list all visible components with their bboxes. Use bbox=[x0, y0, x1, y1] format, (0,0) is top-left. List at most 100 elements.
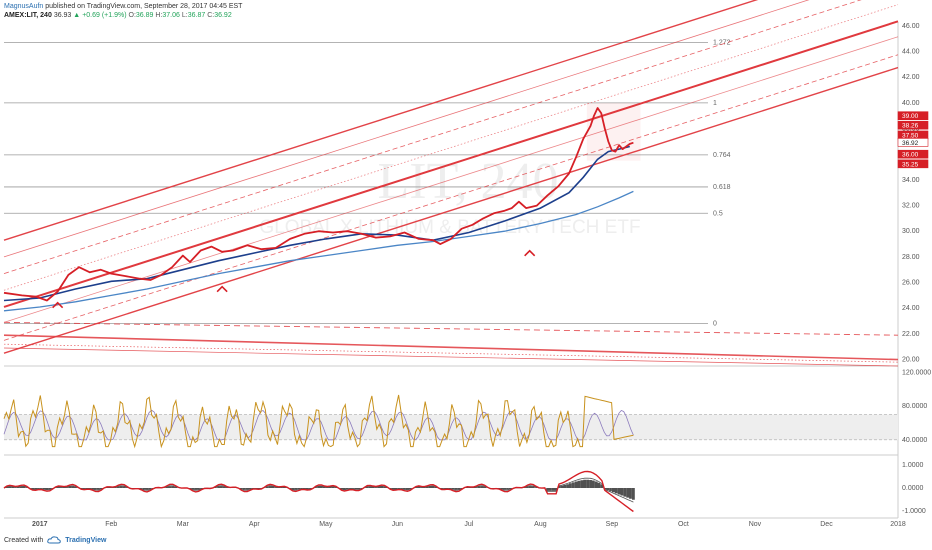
price-label-text: 38.26 bbox=[902, 123, 919, 130]
rsi-tick-label: 80.0000 bbox=[902, 403, 927, 410]
open-key: O: bbox=[128, 12, 136, 19]
price-tick-label: 24.00 bbox=[902, 305, 920, 312]
symbol-legend: AMEX:LIT, 240 36.93 ▲ +0.69 (+1.9%) O:36… bbox=[4, 11, 242, 20]
time-tick-label: Aug bbox=[534, 521, 547, 528]
rsi-band bbox=[4, 414, 898, 440]
channel-line bbox=[3, 66, 899, 354]
low-key: L: bbox=[181, 12, 188, 19]
price-label-box bbox=[897, 138, 929, 147]
price-axis[interactable]: 46.0044.0042.0040.0038.0036.0034.0032.00… bbox=[897, 23, 929, 364]
slow-moving-average-line bbox=[3, 190, 634, 312]
publish-info: MagnusAufn published on TradingView.com,… bbox=[4, 2, 242, 11]
fib-label: 0.618 bbox=[713, 184, 731, 191]
time-tick-label: Sep bbox=[606, 521, 619, 528]
price-tick-label: 20.00 bbox=[902, 357, 920, 364]
channel-line bbox=[3, 0, 862, 274]
price-tick-label: 32.00 bbox=[902, 203, 920, 210]
created-with-text: Created with bbox=[4, 536, 44, 544]
price-label-box bbox=[897, 120, 929, 130]
price-tick-label: 22.00 bbox=[902, 331, 920, 338]
publish-text: published on TradingView.com, September … bbox=[45, 3, 243, 10]
price-tick-label: 26.00 bbox=[902, 280, 920, 287]
pane-frames bbox=[4, 22, 899, 519]
rsi-tick-label: 40.0000 bbox=[902, 437, 927, 444]
time-tick-label: Feb bbox=[105, 521, 117, 528]
channel-line bbox=[3, 20, 899, 308]
macd-line bbox=[3, 470, 634, 513]
author-link[interactable]: MagnusAufn bbox=[4, 3, 44, 10]
fib-label: 1.272 bbox=[713, 40, 731, 47]
lower-channel-line bbox=[3, 347, 899, 367]
channel-line bbox=[3, 0, 810, 258]
channel-line bbox=[3, 4, 899, 291]
rsi-pane: 120.0000 80.0000 40.0000 bbox=[3, 369, 931, 449]
channel-line bbox=[3, 0, 759, 241]
time-tick-label: Oct bbox=[678, 521, 689, 528]
chart-header: MagnusAufn published on TradingView.com,… bbox=[4, 2, 242, 20]
open-value: 36.89 bbox=[135, 12, 154, 19]
low-value: 36.87 bbox=[187, 12, 206, 19]
price-tick-label: 46.00 bbox=[902, 23, 920, 30]
time-tick-label: Nov bbox=[749, 521, 762, 528]
price-line bbox=[3, 107, 634, 302]
watermark: LIT, 240 GLOBAL X LITHIUM & BATTERY TECH… bbox=[259, 153, 640, 238]
price-tick-label: 40.00 bbox=[902, 100, 920, 107]
close-value: 36.92 bbox=[214, 12, 232, 19]
time-tick-label: Mar bbox=[177, 521, 190, 528]
price-label-text: 36.92 bbox=[902, 140, 919, 147]
macd-tick-label: 0.0000 bbox=[902, 485, 924, 492]
price-tick-label: 34.00 bbox=[902, 177, 920, 184]
macd-tick-label: -1.0000 bbox=[902, 508, 926, 515]
fib-label: 0 bbox=[713, 321, 717, 328]
footer: Created with TradingView bbox=[4, 536, 106, 544]
time-tick-label: Apr bbox=[249, 521, 261, 528]
pivot-low-marker bbox=[52, 301, 64, 309]
tradingview-logo-icon bbox=[47, 536, 62, 544]
last-price: 36.93 bbox=[53, 12, 72, 19]
price-tick-label: 28.00 bbox=[902, 254, 920, 261]
time-tick-label: May bbox=[319, 521, 333, 528]
time-tick-label: Jun bbox=[392, 521, 403, 528]
price-label-text: 37.50 bbox=[902, 132, 919, 139]
pivot-low-marker bbox=[216, 285, 228, 293]
macd-pane: 1.0000 0.0000 -1.0000 bbox=[3, 462, 926, 515]
lower-channel-line bbox=[3, 334, 899, 361]
channel-line bbox=[3, 54, 899, 341]
price-label-box bbox=[897, 111, 929, 121]
price-label-box bbox=[897, 159, 929, 169]
tradingview-brand[interactable]: TradingView bbox=[65, 536, 107, 544]
price-label-text: 39.00 bbox=[902, 113, 919, 120]
watermark-symbol: LIT, 240 bbox=[378, 153, 559, 210]
price-label-box bbox=[897, 149, 929, 159]
rsi-tick-label: 120.0000 bbox=[902, 369, 931, 376]
lower-channel-line bbox=[3, 321, 899, 336]
fib-levels: 1.272 1 0.764 0.618 0.5 0 bbox=[4, 40, 731, 328]
fast-moving-average-line bbox=[3, 145, 630, 302]
ohlc-values: O:36.89 H:37.06 L:36.87 C:36.92 bbox=[129, 12, 232, 19]
time-tick-label: 2017 bbox=[32, 521, 48, 528]
fib-label: 0.764 bbox=[713, 152, 731, 159]
time-axis[interactable]: 2017 Feb Mar Apr May Jun Jul Aug Sep Oct Nov Dec 201… bbox=[32, 521, 906, 528]
high-value: 37.06 bbox=[162, 12, 180, 19]
watermark-name: GLOBAL X LITHIUM & BATTERY TECH ETF bbox=[259, 217, 640, 238]
fib-label: 0.5 bbox=[713, 210, 723, 217]
time-tick-label: Jul bbox=[464, 521, 473, 528]
rsi-line bbox=[3, 394, 634, 449]
symbol-name[interactable]: AMEX:LIT, 240 bbox=[4, 12, 52, 19]
time-tick-label: 2018 bbox=[890, 521, 906, 528]
macd-tick-label: 1.0000 bbox=[902, 462, 924, 469]
price-label-text: 35.25 bbox=[902, 161, 919, 168]
time-tick-label: Dec bbox=[820, 521, 833, 528]
price-tick-label: 42.00 bbox=[902, 74, 920, 81]
fib-label: 1 bbox=[713, 100, 717, 107]
high-key: H: bbox=[155, 12, 163, 19]
up-arrow-icon: ▲ bbox=[73, 12, 81, 19]
macd-signal-line bbox=[3, 477, 634, 503]
price-tick-label: 44.00 bbox=[902, 49, 920, 56]
pivot-markers bbox=[52, 249, 536, 309]
highlight-zone bbox=[586, 102, 641, 161]
price-series-group bbox=[3, 107, 634, 312]
channel-line bbox=[3, 36, 899, 323]
price-tick-label: 30.00 bbox=[902, 228, 920, 235]
